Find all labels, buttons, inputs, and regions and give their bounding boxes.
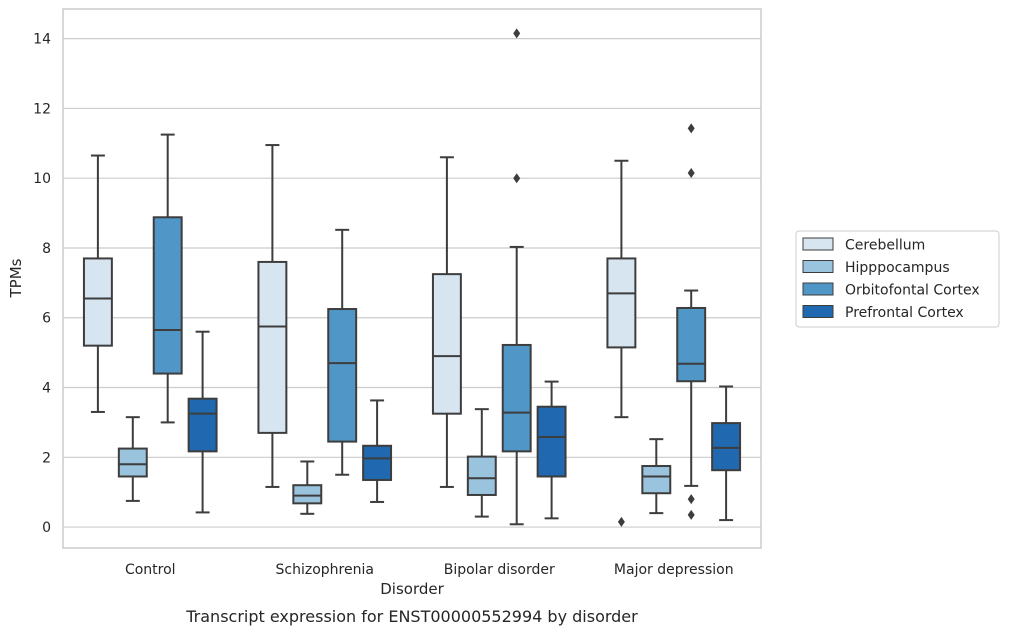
box-iqr [152, 216, 183, 375]
legend-swatch [802, 237, 834, 251]
y-tick-label: 6 [42, 311, 51, 327]
box-iqr [676, 306, 707, 383]
box-orbitofontal-cortex [501, 28, 532, 526]
box-iqr [536, 405, 567, 478]
legend-label: Prefrontal Cortex [845, 305, 964, 321]
x-tick-label: Bipolar disorder [444, 562, 555, 578]
plot-frame [62, 8, 762, 549]
outlier-point [513, 28, 521, 39]
box-hipppocampus [641, 438, 672, 515]
box-cerebellum [431, 156, 462, 488]
y-tick-label: 10 [33, 171, 51, 187]
y-tick-label: 14 [33, 32, 51, 48]
box-iqr [117, 447, 148, 478]
box-iqr [82, 257, 113, 347]
x-axis-label: Disorder [380, 580, 444, 598]
legend-label: Cerebellum [845, 238, 925, 254]
box-hipppocampus [292, 460, 323, 515]
box-cerebellum [606, 159, 637, 527]
x-tick-label: Schizophrenia [276, 562, 374, 578]
legend-label: Orbitofontal Cortex [845, 283, 980, 299]
outlier-point [687, 123, 695, 134]
legend-label: Hipppocampus [845, 260, 950, 276]
legend-frame [795, 230, 1000, 328]
outlier-point [687, 494, 695, 505]
outlier-point [687, 509, 695, 520]
box-iqr [362, 444, 393, 481]
x-tick-label: Control [125, 562, 176, 578]
box-hipppocampus [117, 416, 148, 502]
box-iqr [711, 422, 742, 472]
x-tick-label: Major depression [614, 562, 734, 578]
box-orbitofontal-cortex [152, 133, 183, 424]
y-tick-label: 2 [42, 450, 51, 466]
box-cerebellum [82, 154, 113, 413]
box-orbitofontal-cortex [676, 123, 707, 520]
y-tick-labels: 0 2 4 6 8 10 12 14 [33, 32, 51, 536]
box-prefrontal-cortex [362, 399, 393, 503]
box-iqr [431, 273, 462, 415]
outlier-point [687, 167, 695, 178]
chart-caption: Transcript expression for ENST0000055299… [185, 607, 638, 626]
y-tick-label: 4 [42, 381, 51, 397]
box-iqr [641, 465, 672, 495]
box-prefrontal-cortex [187, 330, 218, 514]
boxes-layer [82, 28, 742, 527]
box-iqr [292, 484, 323, 505]
box-orbitofontal-cortex [327, 228, 358, 476]
x-tick-labels: Control Schizophrenia Bipolar disorder Majo… [125, 562, 734, 578]
legend-swatch [802, 305, 834, 318]
box-iqr [257, 260, 288, 434]
y-tick-label: 8 [42, 241, 51, 257]
outlier-point [513, 173, 521, 184]
box-prefrontal-cortex [536, 380, 567, 520]
legend-swatch [802, 260, 834, 273]
box-iqr [501, 343, 532, 453]
box-hipppocampus [466, 408, 497, 518]
box-prefrontal-cortex [711, 385, 742, 522]
y-tick-label: 12 [33, 101, 51, 117]
y-axis-label: TPMs [7, 258, 25, 298]
box-iqr [327, 308, 358, 443]
box-iqr [187, 397, 218, 453]
outlier-point [617, 516, 625, 527]
legend-swatch [802, 282, 834, 296]
legend: Cerebellum Hipppocampus Orbitofontal Corte… [795, 230, 1000, 328]
box-iqr [606, 257, 637, 349]
box-cerebellum [257, 144, 288, 488]
box-iqr [466, 455, 497, 496]
y-tick-label: 0 [42, 520, 51, 536]
